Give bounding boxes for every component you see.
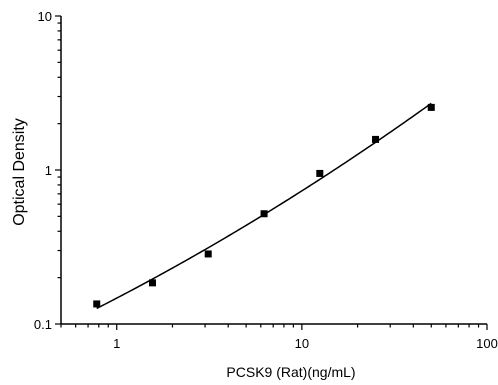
axes [60,16,487,325]
data-points [93,103,435,308]
data-point [260,210,268,218]
data-point [372,135,380,143]
y-tick-label: 0.1 [34,317,52,332]
y-axis-title: Optical Density [11,118,28,226]
data-point [148,279,156,287]
data-point [316,169,324,177]
y-tick-label: 1 [45,163,52,178]
x-tick-label: 10 [295,336,309,351]
x-axis-title: PCSK9 (Rat)(ng/mL) [226,364,355,380]
data-point [427,103,435,111]
data-point [93,300,101,308]
y-tick-label: 10 [38,9,52,24]
fit-curve [96,102,432,310]
ticks: 1 10 100 0.1 1 10 [34,9,498,351]
data-point [204,250,212,258]
x-tick-label: 100 [476,336,498,351]
x-tick-label: 1 [113,336,120,351]
